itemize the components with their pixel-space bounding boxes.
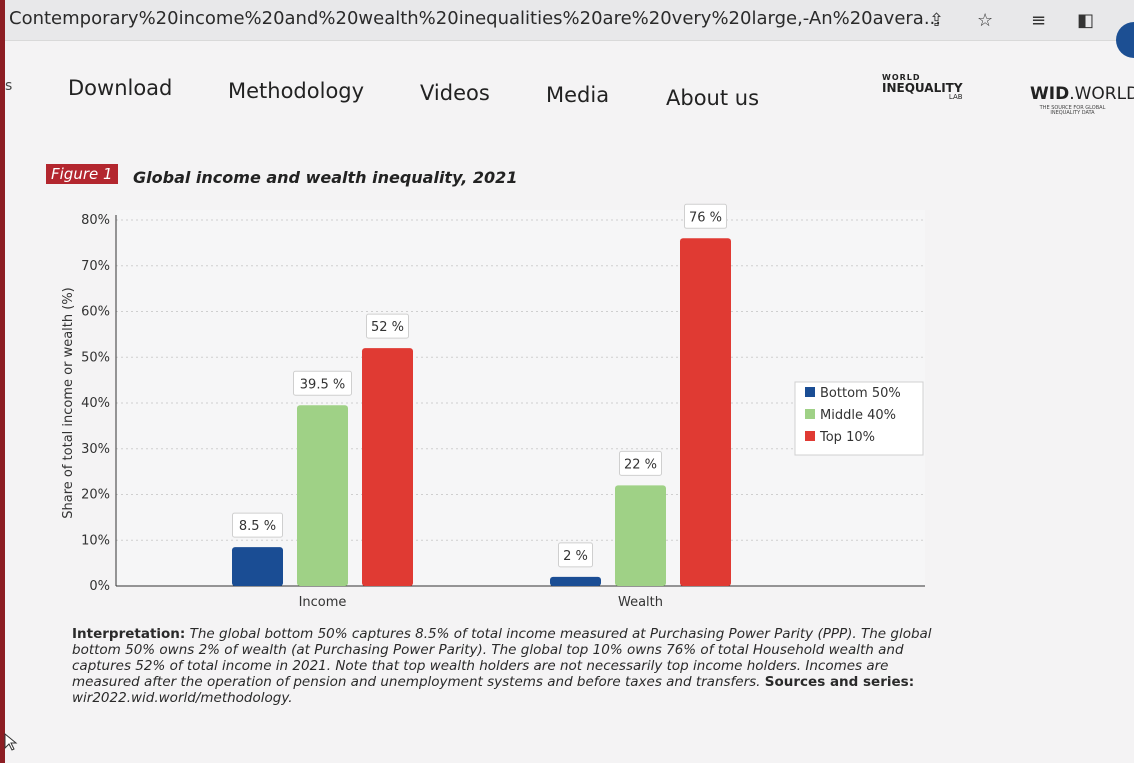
legend-box xyxy=(794,381,924,456)
data-label-box xyxy=(366,313,409,339)
y-tick-label: 60% xyxy=(81,305,110,320)
y-tick-label: 20% xyxy=(81,488,110,503)
mouse-cursor-icon xyxy=(4,733,18,751)
figure-title: Global income and wealth inequality, 202… xyxy=(133,168,518,187)
y-tick-label: 70% xyxy=(81,259,110,274)
share-icon[interactable]: ⇪ xyxy=(929,10,945,31)
x-tick-label: Income xyxy=(299,595,347,610)
data-label-box xyxy=(619,450,662,476)
bar xyxy=(550,576,601,586)
data-label-box xyxy=(684,203,727,229)
data-label: 8.5 % xyxy=(239,519,276,534)
interpretation-text: Interpretation: The global bottom 50% ca… xyxy=(72,626,932,706)
y-axis-label: Share of total income or wealth (%) xyxy=(61,287,76,519)
nav-partial-glyph: s xyxy=(5,78,13,94)
address-bar-url[interactable]: Contemporary%20income%20and%20wealth%20i… xyxy=(9,8,941,29)
y-tick-label: 30% xyxy=(81,442,110,457)
reading-list-icon[interactable]: ≡ xyxy=(1031,10,1047,31)
data-label: 39.5 % xyxy=(300,377,345,392)
star-icon[interactable]: ☆ xyxy=(977,10,994,31)
nav-media[interactable]: Media xyxy=(546,83,610,107)
side-panel-icon[interactable]: ◧ xyxy=(1077,10,1095,31)
legend-label: Middle 40% xyxy=(820,408,896,423)
nav-about-us[interactable]: About us xyxy=(666,86,760,110)
profile-avatar[interactable] xyxy=(1116,22,1134,58)
data-label-box xyxy=(558,542,593,568)
bar xyxy=(297,405,348,586)
y-tick-label: 50% xyxy=(81,350,110,365)
data-label: 52 % xyxy=(371,320,404,335)
data-label: 76 % xyxy=(689,210,722,225)
data-label: 22 % xyxy=(624,457,657,472)
data-label: 2 % xyxy=(563,549,588,564)
x-tick-label: Wealth xyxy=(618,595,663,610)
nav-methodology[interactable]: Methodology xyxy=(228,79,365,103)
bar xyxy=(615,485,666,586)
site-nav: s Download Methodology Videos Media Abou… xyxy=(0,0,1134,130)
y-tick-label: 80% xyxy=(81,213,110,228)
nav-videos[interactable]: Videos xyxy=(420,81,490,105)
legend-swatch xyxy=(805,387,815,397)
figure-badge: Figure 1 xyxy=(46,164,118,184)
data-label-box xyxy=(293,370,352,396)
y-tick-label: 40% xyxy=(81,396,110,411)
legend-swatch xyxy=(805,431,815,441)
legend-swatch xyxy=(805,409,815,419)
browser-toolbar: Contemporary%20income%20and%20wealth%20i… xyxy=(5,0,1134,41)
world-inequality-lab-logo[interactable]: WORLD INEQUALITY LAB xyxy=(882,73,963,101)
bar xyxy=(680,238,731,587)
data-label-box xyxy=(232,512,283,538)
y-tick-label: 10% xyxy=(81,533,110,548)
legend-label: Top 10% xyxy=(819,430,875,445)
nav-download[interactable]: Download xyxy=(68,76,173,100)
wid-world-logo[interactable]: WID.WORLD THE SOURCE FOR GLOBAL INEQUALI… xyxy=(1030,84,1134,116)
legend-label: Bottom 50% xyxy=(820,386,901,401)
bar xyxy=(362,348,413,586)
left-edge-strip xyxy=(0,0,5,763)
y-tick-label: 0% xyxy=(89,579,110,594)
bar xyxy=(232,547,283,586)
